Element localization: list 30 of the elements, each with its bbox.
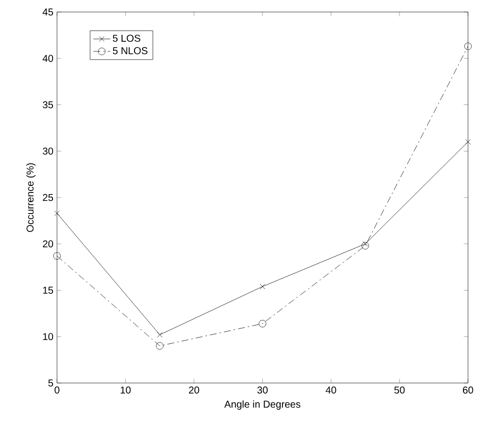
y-tick-label: 35	[42, 101, 54, 108]
y-tick-label: 15	[43, 286, 54, 294]
point	[464, 42, 472, 50]
point	[157, 332, 162, 338]
legend-label: 5 LOS	[112, 34, 140, 42]
point	[362, 242, 369, 250]
point	[260, 284, 266, 290]
point	[54, 210, 60, 216]
x-tick-label: 60	[462, 386, 474, 394]
point	[258, 320, 266, 328]
y-axis-title: Occurrence (%)	[26, 163, 36, 232]
x-tick-label: 40	[326, 386, 336, 394]
y-tick-label: 20	[42, 240, 54, 248]
point	[156, 342, 164, 350]
y-tick-label: 30	[42, 148, 54, 155]
x-tick-label: 30	[257, 386, 268, 394]
y-tick-label: 40	[42, 54, 54, 62]
y-tick-label: 45	[42, 8, 54, 16]
x-tick-label: 10	[120, 386, 131, 394]
x-axis-title: Angle in Degrees	[224, 400, 300, 410]
point	[465, 139, 471, 145]
y-tick-label: 10	[43, 333, 54, 340]
point	[362, 241, 368, 247]
y-tick-label: 25	[42, 194, 54, 202]
x-tick-label: 20	[188, 386, 200, 394]
legend-label: 5 NLOS	[112, 47, 148, 54]
point	[53, 252, 61, 260]
y-tick-label: 5	[48, 380, 54, 386]
x-tick-label: 50	[394, 386, 405, 394]
x-tick-label: 0	[54, 386, 60, 394]
